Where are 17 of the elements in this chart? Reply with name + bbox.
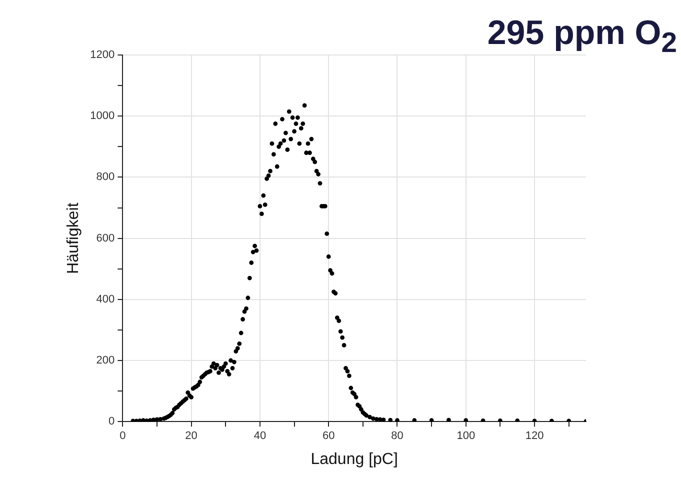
x-tick-label: 0 (120, 430, 126, 442)
y-tick-label: 1000 (90, 110, 115, 122)
y-tick-label: 0 (108, 416, 115, 428)
x-tick-label: 100 (456, 430, 476, 442)
chart-title: 295 ppm O$_{2}$ (487, 14, 677, 60)
y-tick-label: 800 (96, 171, 115, 184)
y-tick-label: 600 (96, 232, 115, 244)
x-tick-label: 80 (391, 430, 404, 442)
y-tick-label: 400 (96, 293, 115, 306)
x-axis-title: Ladung [pC] (310, 450, 398, 468)
x-tick-label: 60 (322, 430, 335, 442)
x-tick-label: 120 (525, 430, 544, 442)
y-tick-label: 1200 (90, 49, 115, 62)
x-tick-label: 20 (185, 430, 198, 442)
y-axis-title: Häufigkeit (65, 202, 82, 274)
y-tick-label: 200 (96, 354, 115, 367)
x-tick-label: 40 (254, 430, 266, 442)
